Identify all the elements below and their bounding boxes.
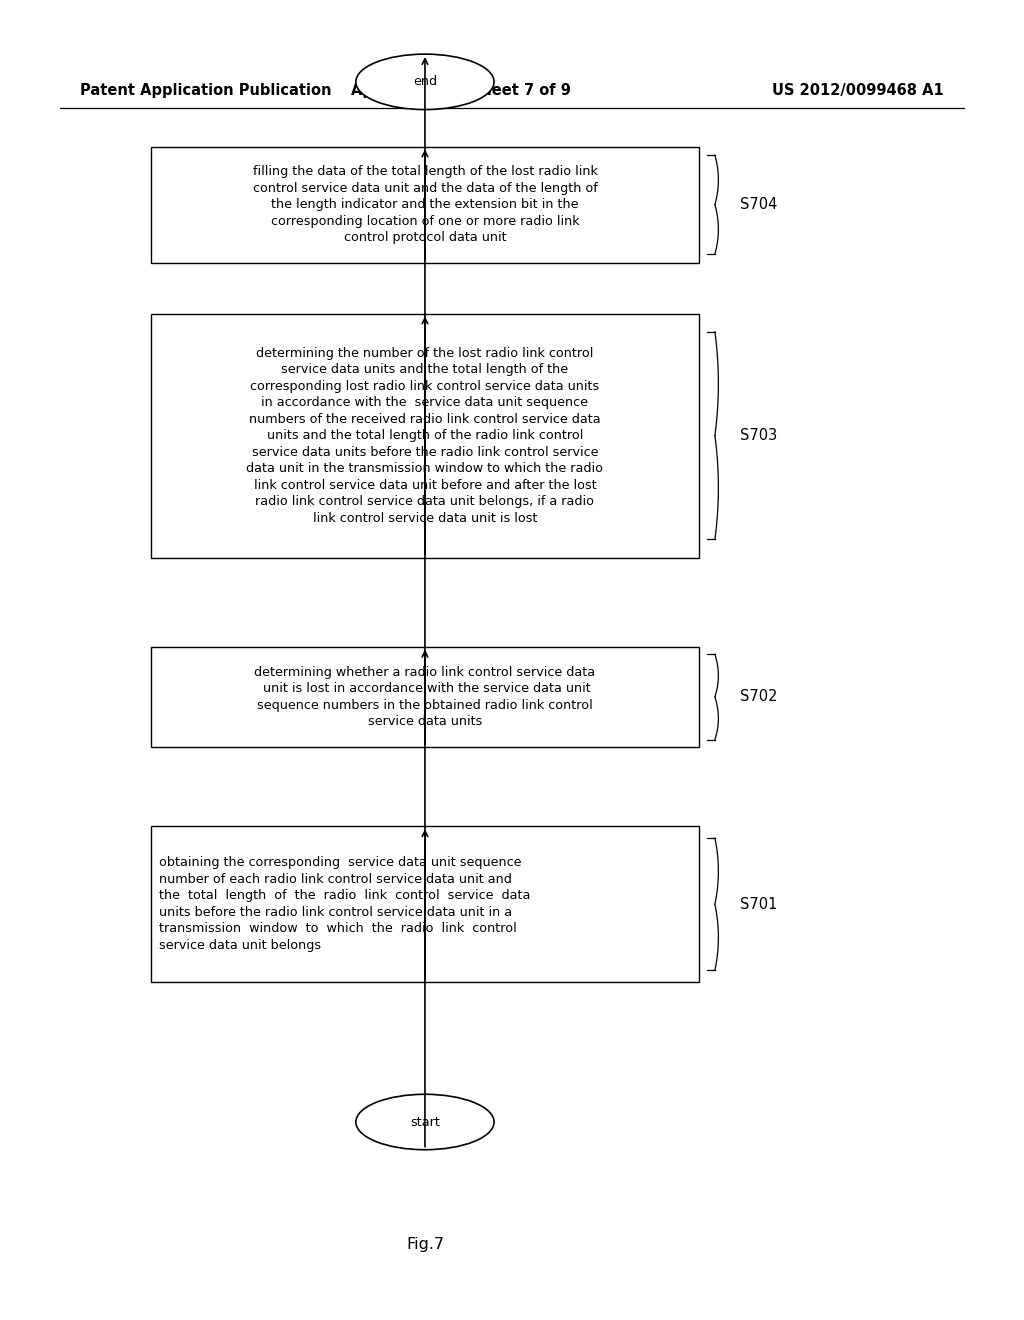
Text: Apr. 26, 2012  Sheet 7 of 9: Apr. 26, 2012 Sheet 7 of 9 <box>351 82 570 98</box>
Bar <box>151 647 698 747</box>
Text: filling the data of the total length of the lost radio link
control service data: filling the data of the total length of … <box>253 165 597 244</box>
Text: start: start <box>410 1115 440 1129</box>
Text: determining the number of the lost radio link control
service data units and the: determining the number of the lost radio… <box>247 347 603 524</box>
Text: Fig.7: Fig.7 <box>406 1238 444 1253</box>
Text: S701: S701 <box>740 896 777 912</box>
Text: Patent Application Publication: Patent Application Publication <box>80 82 332 98</box>
Text: end: end <box>413 75 437 88</box>
Bar <box>151 314 698 557</box>
Text: determining whether a radio link control service data
 unit is lost in accordanc: determining whether a radio link control… <box>254 665 596 729</box>
Bar <box>151 826 698 982</box>
Ellipse shape <box>355 54 494 110</box>
Text: S704: S704 <box>740 197 777 213</box>
Text: obtaining the corresponding  service data unit sequence
number of each radio lin: obtaining the corresponding service data… <box>159 857 530 952</box>
Text: S702: S702 <box>740 689 777 705</box>
Bar <box>151 147 698 263</box>
Text: US 2012/0099468 A1: US 2012/0099468 A1 <box>772 82 944 98</box>
Text: S703: S703 <box>740 428 777 444</box>
Ellipse shape <box>355 1094 494 1150</box>
